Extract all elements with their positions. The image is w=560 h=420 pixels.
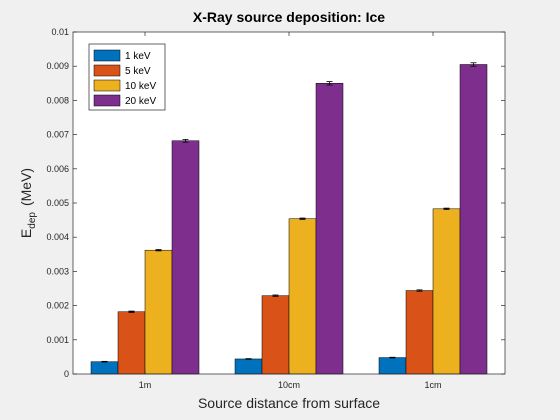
error-bar bbox=[128, 310, 135, 313]
x-axis-label: Source distance from surface bbox=[198, 395, 380, 411]
y-axis-label-subscript: dep bbox=[27, 212, 38, 229]
y-tick-label: 0.002 bbox=[46, 301, 69, 311]
bar-5-kev-1cm bbox=[405, 290, 434, 375]
error-bar bbox=[155, 249, 162, 252]
legend-label: 5 keV bbox=[125, 66, 151, 77]
legend-label: 20 keV bbox=[125, 96, 156, 107]
bar-20-kev-1cm bbox=[459, 64, 488, 375]
bar-10-kev-1cm bbox=[432, 208, 461, 375]
y-tick-label: 0.005 bbox=[46, 198, 69, 208]
x-axis-ticks: 1m 10cm 1cm bbox=[139, 32, 442, 390]
y-axis-label: Edep (MeV) bbox=[18, 168, 38, 238]
error-bar bbox=[443, 207, 450, 210]
x-tick-label: 1cm bbox=[424, 380, 441, 390]
y-tick-label: 0 bbox=[64, 369, 69, 379]
legend-swatch bbox=[93, 94, 121, 107]
error-bar bbox=[245, 358, 252, 360]
error-bars-layer bbox=[101, 62, 477, 363]
y-axis-label-unit: (MeV) bbox=[18, 168, 34, 206]
x-tick-label: 10cm bbox=[278, 380, 300, 390]
y-tick-label: 0.001 bbox=[46, 335, 69, 345]
y-tick-label: 0.009 bbox=[46, 61, 69, 71]
y-tick-label: 0.003 bbox=[46, 266, 69, 276]
legend-swatch bbox=[93, 49, 121, 62]
bar-20-kev-10cm bbox=[315, 83, 344, 375]
bar-1-kev-10cm bbox=[234, 358, 263, 375]
error-bar bbox=[416, 289, 423, 292]
bar-20-kev-1m bbox=[171, 140, 200, 375]
error-bar bbox=[470, 62, 477, 67]
legend: 1 keV 5 keV 10 keV 20 keV bbox=[88, 43, 166, 111]
error-bar bbox=[182, 138, 189, 143]
bars-layer bbox=[90, 64, 488, 375]
bar-10-kev-1m bbox=[144, 249, 173, 375]
plot-box bbox=[72, 31, 506, 375]
chart-title: X-Ray source deposition: Ice bbox=[193, 9, 385, 25]
y-tick-label: 0.006 bbox=[46, 164, 69, 174]
error-bar bbox=[299, 217, 306, 220]
error-bar bbox=[389, 356, 396, 359]
legend-swatch bbox=[93, 79, 121, 92]
x-tick-label: 1m bbox=[139, 380, 152, 390]
bar-5-kev-1m bbox=[117, 311, 146, 375]
bar-5-kev-10cm bbox=[261, 295, 290, 375]
y-tick-label: 0.004 bbox=[46, 232, 69, 242]
legend-swatch bbox=[93, 64, 121, 77]
legend-label: 1 keV bbox=[125, 51, 151, 62]
error-bar bbox=[101, 360, 108, 363]
y-tick-label: 0.008 bbox=[46, 95, 69, 105]
error-bar bbox=[326, 81, 333, 86]
y-tick-label: 0.007 bbox=[46, 130, 69, 140]
y-axis-ticks: 0 0.001 0.002 0.003 0.004 0.005 0.006 0.007 0.00… bbox=[46, 27, 505, 379]
y-tick-label: 0.01 bbox=[51, 27, 69, 37]
bar-1-kev-1cm bbox=[378, 357, 407, 375]
bar-1-kev-1m bbox=[90, 361, 119, 375]
bar-10-kev-10cm bbox=[288, 218, 317, 375]
y-axis-label-main: E bbox=[18, 229, 34, 238]
error-bar bbox=[272, 294, 279, 297]
legend-label: 10 keV bbox=[125, 81, 156, 92]
